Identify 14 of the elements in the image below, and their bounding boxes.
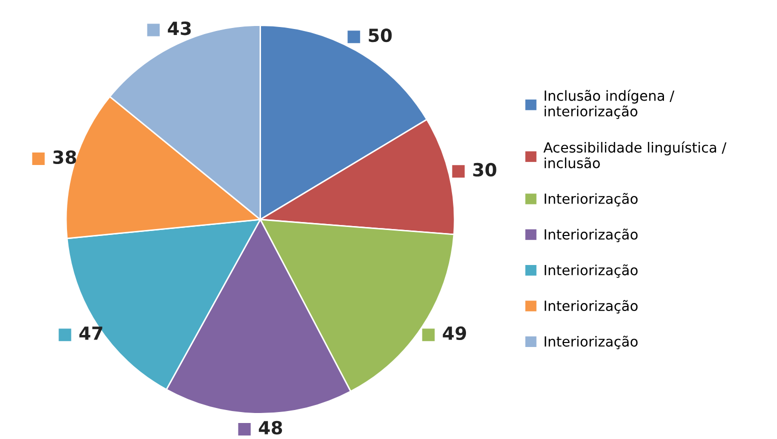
legend-label: Inclusão indígena / interiorização xyxy=(544,90,674,119)
data-label: 38 xyxy=(53,150,76,164)
legend-label: Interiorização xyxy=(544,336,638,350)
data-label: 43 xyxy=(168,22,191,36)
legend-label: Acessibilidade linguística / inclusão xyxy=(543,141,726,168)
legend-label: Interiorização xyxy=(544,192,638,206)
data-label: 49 xyxy=(442,326,466,340)
data-label: 47 xyxy=(79,326,102,340)
legend-label: Interiorização xyxy=(544,228,638,242)
data-label: 48 xyxy=(258,420,282,435)
legend-label: Interiorização xyxy=(544,264,638,278)
legend-label: Interiorização xyxy=(544,300,638,314)
data-label: 30 xyxy=(473,162,496,177)
data-label: 50 xyxy=(368,28,392,42)
